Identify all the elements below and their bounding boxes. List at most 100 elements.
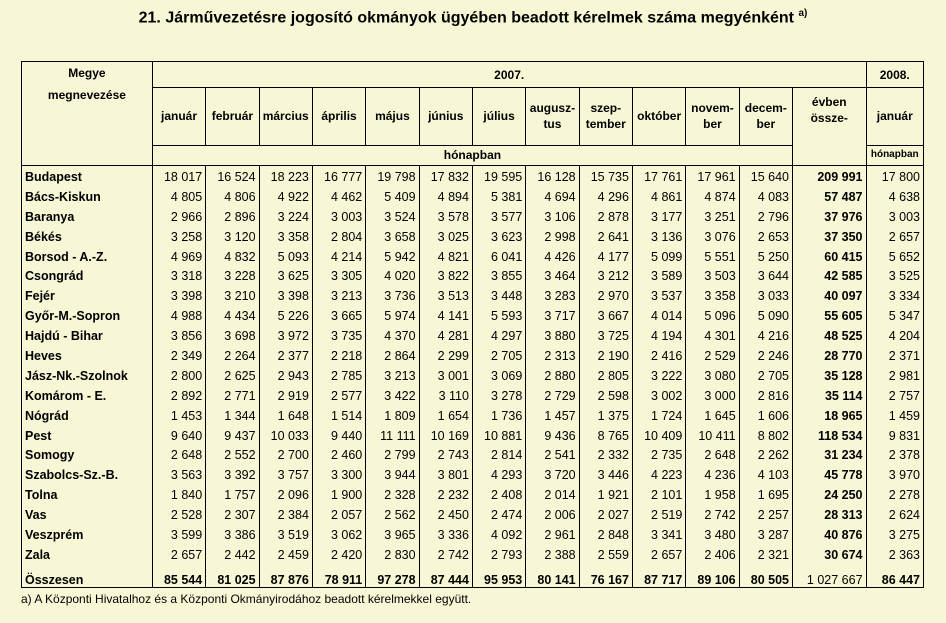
month-value: 4 020 [365,266,420,287]
month-value: 2 805 [578,366,633,387]
month-value: 8 765 [578,426,633,446]
annual-total-header-cont [791,145,867,166]
month-value: 2 450 [418,505,473,526]
month-value: 2 998 [525,227,580,248]
county-name: Zala [21,545,153,566]
month-value: 3 589 [631,266,686,287]
table-row: Veszprém 3 599 3 386 3 519 3 062 3 965 3 336 4 … [21,525,925,546]
footnote: a) A Központi Hivatalhoz és a Központi O… [21,592,472,606]
month-header-line: tember [585,117,626,132]
month-value: 2 541 [525,445,580,466]
annual-total-header-line: évben [811,95,847,109]
month-value: 4 922 [258,187,313,208]
month-value: 2 519 [631,505,686,526]
table-row: Budapest 18 017 16 524 18 223 16 777 19 798 17… [21,165,925,188]
month-header: augusz-tus [525,87,580,146]
annual-total: 24 250 [791,485,867,506]
month-value: 2 729 [525,386,580,407]
sum-annual-total: 1 027 667 [791,565,867,589]
sum-month-value: 89 106 [685,565,740,589]
month-value: 5 093 [258,247,313,267]
month-value: 9 437 [205,426,260,446]
month-value: 2 459 [258,545,313,566]
sum-month-value: 80 141 [525,565,580,589]
month-value: 3 110 [418,386,473,407]
month-value: 3 972 [258,326,313,347]
month-value: 4 216 [738,326,793,347]
month-value: 2 966 [151,207,206,228]
county-name: Szabolcs-Sz.-B. [21,465,153,486]
month-value: 4 969 [151,247,206,267]
month-value: 3 944 [365,465,420,486]
month-value: 1 344 [205,406,260,427]
county-name: Budapest [21,165,153,188]
month-header-line: július [483,109,515,124]
month-value: 3 563 [151,465,206,486]
month-value: 5 099 [631,247,686,267]
county-header-line2: megnevezése [47,88,126,102]
month-value: 4 874 [685,187,740,208]
table-row: Szabolcs-Sz.-B. 3 563 3 392 3 757 3 300 3 944… [21,465,925,486]
month-value: 3 210 [205,286,260,307]
month-value: 2 460 [311,445,366,466]
month-header: február [205,87,260,146]
month-header: január [151,87,207,146]
month-value: 3 880 [525,326,580,347]
month-value: 3 069 [471,366,526,387]
jan-2008-value: 2 378 [866,445,925,466]
month-value: 1 514 [311,406,366,427]
month-value: 2 943 [258,366,313,387]
month-value: 3 446 [578,465,633,486]
month-value: 4 281 [418,326,473,347]
annual-total: 37 976 [791,207,867,228]
table-row: Pest 9 640 9 437 10 033 9 440 11 111 10 169 10 … [21,426,925,446]
month-value: 10 169 [418,426,473,446]
month-value: 2 892 [151,386,206,407]
month-value: 3 136 [631,227,686,248]
month-value: 3 625 [258,266,313,287]
month-value: 1 654 [418,406,473,427]
month-value: 2 648 [151,445,206,466]
month-value: 2 816 [738,386,793,407]
sum-month-value: 81 025 [205,565,260,589]
table-row: Heves 2 349 2 264 2 377 2 218 2 864 2 299 2 705… [21,346,925,367]
month-value: 3 001 [418,366,473,387]
table-row: Jász-Nk.-Szolnok 2 800 2 625 2 943 2 785 3 21… [21,366,925,387]
month-value: 2 096 [258,485,313,506]
month-value: 15 640 [738,165,793,188]
month-value: 3 392 [205,465,260,486]
month-value: 3 698 [205,326,260,347]
table-row: Fejér 3 398 3 210 3 398 3 213 3 736 3 513 3 448… [21,286,925,307]
month-value: 3 278 [471,386,526,407]
jan-2008-value: 17 800 [866,165,925,188]
month-value: 2 474 [471,505,526,526]
month-value: 4 370 [365,326,420,347]
month-value: 3 358 [685,286,740,307]
month-value: 3 822 [418,266,473,287]
annual-total: 40 097 [791,286,867,307]
month-value: 2 218 [311,346,366,367]
jan-2008-value: 3 275 [866,525,925,546]
month-value: 3 336 [418,525,473,546]
month-value: 2 864 [365,346,420,367]
jan-2008-value: 4 638 [866,187,925,208]
month-value: 4 832 [205,247,260,267]
month-value: 16 777 [311,165,366,188]
month-value: 2 896 [205,207,260,228]
month-value: 3 228 [205,266,260,287]
sum-month-value: 80 505 [738,565,793,589]
title-text: 21. Járművezetésre jogosító okmányok ügy… [138,9,794,27]
table-row: Hajdú - Bihar 3 856 3 698 3 972 3 735 4 370 4 … [21,326,925,347]
month-value: 4 092 [471,525,526,546]
month-value: 2 257 [738,505,793,526]
month-value: 3 002 [631,386,686,407]
jan-2008-value: 4 204 [866,326,925,347]
table-row: Komárom - E. 2 892 2 771 2 919 2 577 3 422 3 1… [21,386,925,407]
annual-total: 18 965 [791,406,867,427]
table-row: Nógrád 1 453 1 344 1 648 1 514 1 809 1 654 1 73… [21,406,925,427]
month-value: 2 190 [578,346,633,367]
table-row: Tolna 1 840 1 757 2 096 1 900 2 328 2 232 2 408… [21,485,925,506]
month-value: 4 141 [418,306,473,327]
jan-2008-value: 2 981 [866,366,925,387]
header-row-months: január február március április május június jú… [22,87,925,146]
